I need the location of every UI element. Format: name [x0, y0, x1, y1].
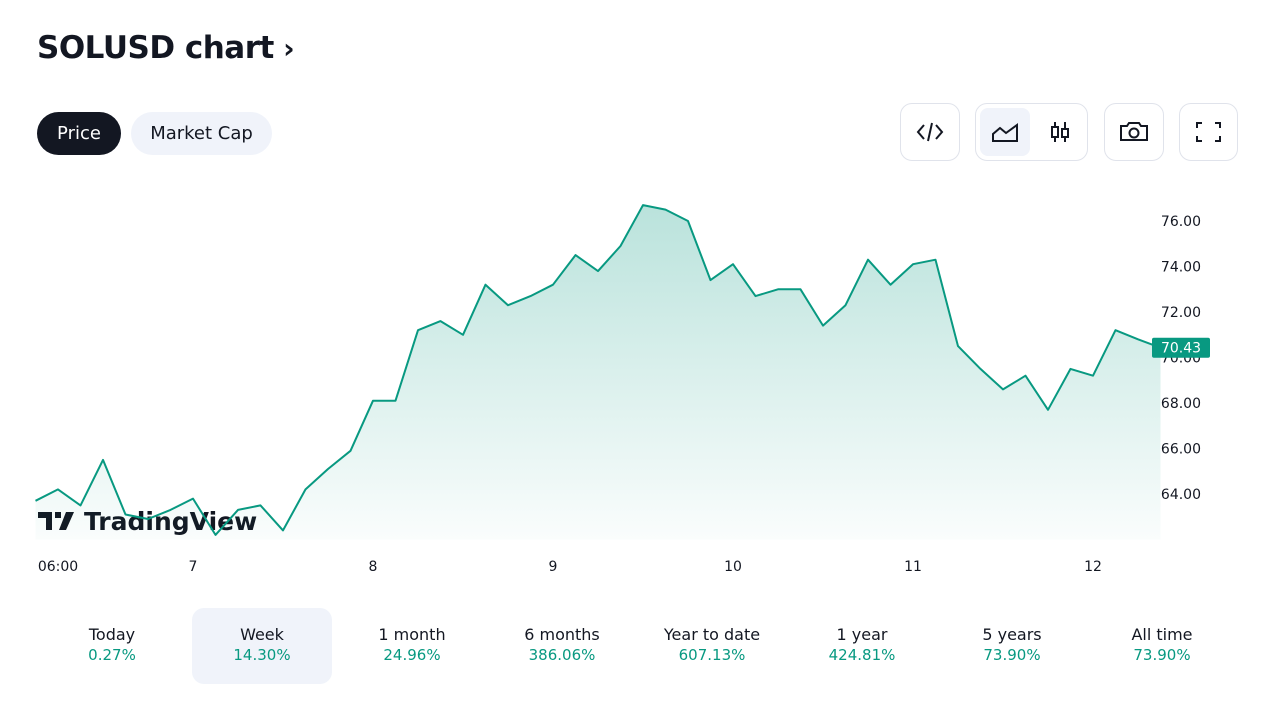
y-tick-label: 76.00 — [1161, 214, 1201, 230]
period-change: 386.06% — [528, 646, 596, 664]
period-label: 6 months — [524, 625, 600, 644]
period-button[interactable]: Today 0.27% — [42, 608, 182, 684]
camera-icon — [1120, 122, 1148, 141]
page-title[interactable]: SOLUSD chart › — [37, 30, 295, 66]
y-tick-label: 72.00 — [1161, 305, 1201, 321]
chart-type-group — [975, 103, 1088, 161]
embed-icon — [916, 122, 944, 142]
period-button[interactable]: 1 year 424.81% — [792, 608, 932, 684]
period-label: 1 year — [836, 625, 888, 644]
area-icon — [992, 123, 1018, 142]
period-change: 73.90% — [1133, 646, 1191, 664]
period-label: Week — [240, 625, 284, 644]
x-tick-label: 06:00 — [38, 559, 78, 575]
period-change: 73.90% — [983, 646, 1041, 664]
x-tick-label: 12 — [1084, 559, 1102, 575]
y-tick-label: 68.00 — [1161, 396, 1201, 412]
price-area — [35, 205, 1161, 540]
price-tag: 70.43 — [1161, 341, 1201, 357]
period-label: Today — [88, 625, 136, 644]
period-button[interactable]: 5 years 73.90% — [942, 608, 1082, 684]
line-type-button[interactable] — [980, 108, 1030, 156]
period-button[interactable]: All time 73.90% — [1092, 608, 1232, 684]
chart: TradingView64.0066.0068.0070.0072.0074.0… — [35, 204, 1210, 575]
snapshot-button[interactable] — [1104, 103, 1164, 161]
period-button[interactable]: 1 month 24.96% — [342, 608, 482, 684]
y-tick-label: 64.00 — [1161, 487, 1201, 503]
period-button[interactable]: Year to date 607.13% — [642, 608, 782, 684]
period-button[interactable]: 6 months 386.06% — [492, 608, 632, 684]
period-label: All time — [1131, 625, 1193, 644]
x-tick-label: 7 — [189, 559, 198, 575]
period-button[interactable]: Week 14.30% — [192, 608, 332, 684]
title-text[interactable]: SOLUSD chart — [37, 30, 274, 66]
tab-market-cap[interactable]: Market Cap — [131, 112, 272, 155]
price-tag-bg — [1152, 337, 1210, 358]
period-label: 5 years — [982, 625, 1042, 644]
embed-button[interactable] — [900, 103, 960, 161]
period-change: 607.13% — [678, 646, 746, 664]
candle-icon — [1051, 122, 1069, 142]
period-label: 1 month — [378, 625, 446, 644]
y-tick-label: 66.00 — [1161, 442, 1201, 458]
candle-type-button[interactable] — [1036, 108, 1084, 156]
period-change: 14.30% — [233, 646, 291, 664]
x-tick-label: 8 — [369, 559, 378, 575]
tab-price[interactable]: Price — [37, 112, 121, 155]
x-tick-label: 11 — [904, 559, 922, 575]
y-tick-label: 74.00 — [1161, 260, 1201, 276]
period-change: 0.27% — [88, 646, 136, 664]
period-label: Year to date — [663, 625, 761, 644]
x-tick-label: 10 — [724, 559, 742, 575]
fullscreen-button[interactable] — [1179, 103, 1238, 161]
price-line — [35, 204, 1161, 536]
period-change: 24.96% — [383, 646, 441, 664]
fullscreen-icon — [1196, 122, 1221, 142]
x-tick-label: 9 — [549, 559, 558, 575]
period-change: 424.81% — [828, 646, 896, 664]
